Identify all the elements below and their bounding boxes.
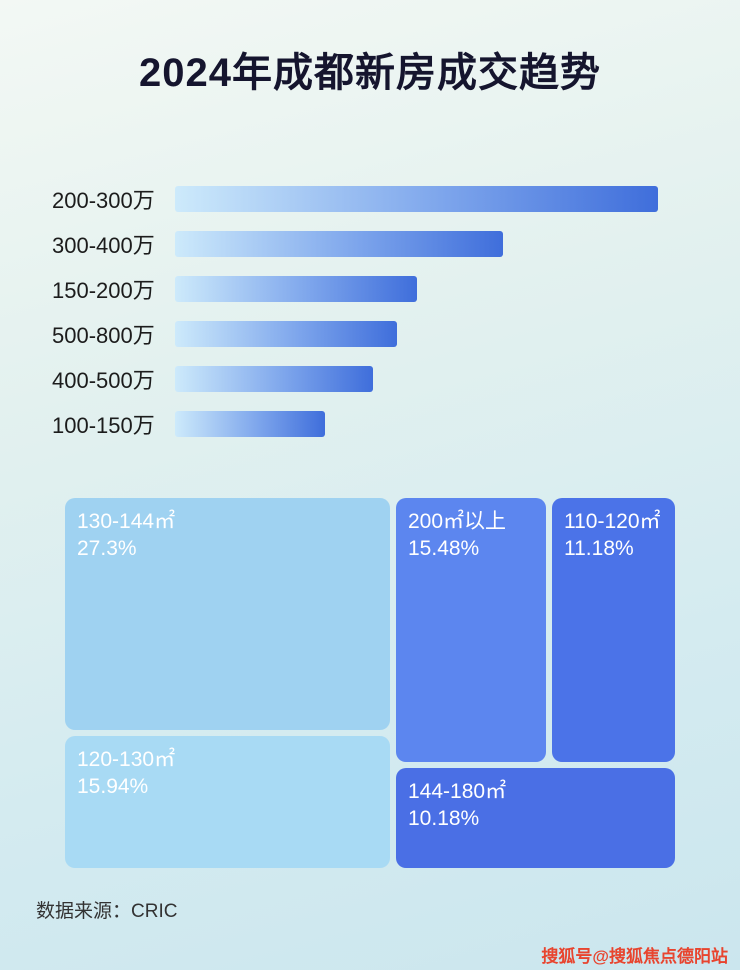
- bar: [175, 366, 374, 392]
- bar: [175, 321, 398, 347]
- watermark-text: 搜狐号@搜狐焦点德阳站: [541, 947, 728, 966]
- treemap-block-label: 144-180㎡: [408, 780, 507, 803]
- treemap-block: 200㎡以上 15.48%: [396, 498, 546, 762]
- bar-category-label: 100-150万: [52, 413, 155, 438]
- bar: [175, 276, 417, 302]
- bar-row: 100-150万: [52, 411, 692, 438]
- bar-row: 400-500万: [52, 366, 692, 393]
- treemap-block-value: 11.18%: [564, 537, 634, 561]
- bar-category-label: 400-500万: [52, 368, 155, 393]
- page-title: 2024年成都新房成交趋势: [139, 51, 601, 95]
- bar: [175, 411, 325, 437]
- bar-track: [175, 321, 658, 347]
- bar-row: 300-400万: [52, 231, 692, 258]
- bar-category-label: 300-400万: [52, 233, 155, 258]
- bar-row: 150-200万: [52, 276, 692, 303]
- treemap-block: 110-120㎡ 11.18%: [552, 498, 675, 762]
- area-share-treemap: 130-144㎡ 27.3% 120-130㎡ 15.94% 200㎡以上 15…: [65, 498, 675, 868]
- bar: [175, 186, 658, 212]
- treemap-block-label: 110-120㎡: [564, 510, 661, 533]
- bar-row: 500-800万: [52, 321, 692, 348]
- bar: [175, 231, 504, 257]
- bar-category-label: 150-200万: [52, 278, 155, 303]
- treemap-block: 144-180㎡ 10.18%: [396, 768, 675, 868]
- treemap-block-label: 200㎡以上: [408, 510, 507, 533]
- treemap-block: 120-130㎡ 15.94%: [65, 736, 390, 868]
- price-band-bar-chart: 200-300万 300-400万 150-200万 500-800万 400-…: [52, 186, 692, 456]
- treemap-block-label: 120-130㎡: [77, 748, 176, 771]
- bar-track: [175, 276, 658, 302]
- treemap-block: 130-144㎡ 27.3%: [65, 498, 390, 730]
- bar-track: [175, 231, 658, 257]
- treemap-block-value: 27.3%: [77, 537, 137, 561]
- treemap-block-value: 15.94%: [77, 775, 149, 799]
- bar-track: [175, 411, 658, 437]
- treemap-block-value: 15.48%: [408, 537, 480, 561]
- bar-track: [175, 366, 658, 392]
- bar-category-label: 500-800万: [52, 323, 155, 348]
- treemap-block-label: 130-144㎡: [77, 510, 176, 533]
- bar-track: [175, 186, 658, 212]
- treemap-block-value: 10.18%: [408, 807, 480, 831]
- bar-category-label: 200-300万: [52, 188, 155, 213]
- bar-row: 200-300万: [52, 186, 692, 213]
- data-source-label: 数据来源：CRIC: [36, 901, 178, 922]
